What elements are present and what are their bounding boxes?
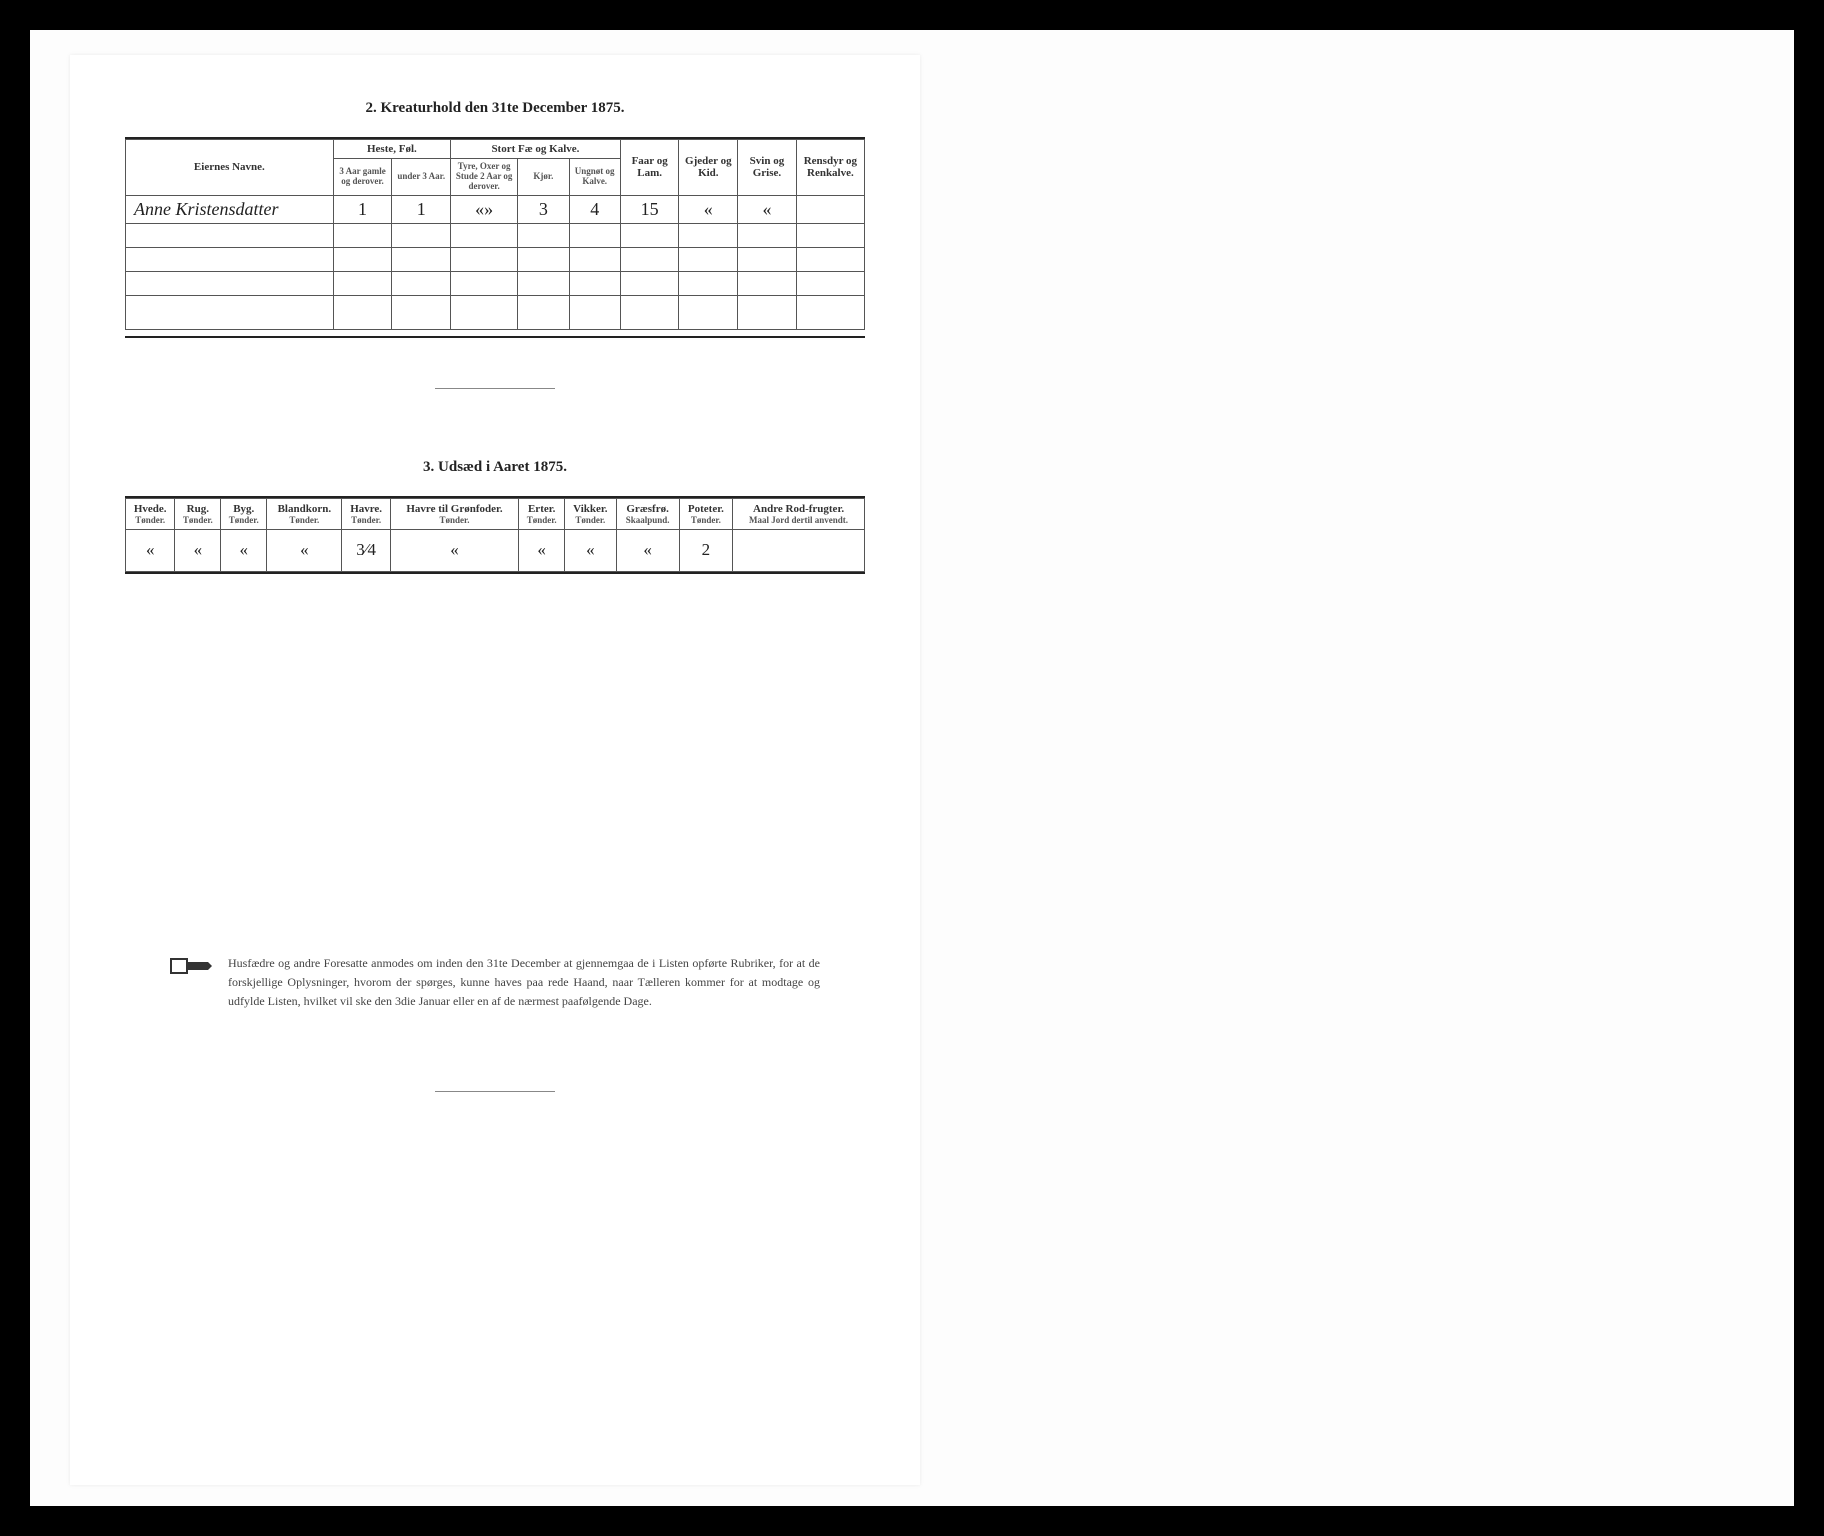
cell: « xyxy=(221,529,267,571)
cell-owner: Anne Kristensdatter xyxy=(126,195,334,223)
cell xyxy=(796,195,864,223)
document-page: 2. Kreaturhold den 31te December 1875. E… xyxy=(70,55,920,1485)
col: Vikker.Tønder. xyxy=(565,498,616,529)
scan-background: 2. Kreaturhold den 31te December 1875. E… xyxy=(30,30,1794,1506)
col-owner: Eiernes Navne. xyxy=(126,140,334,196)
cell: « xyxy=(616,529,679,571)
col: Hvede.Tønder. xyxy=(126,498,175,529)
sub-cattle-b: Kjør. xyxy=(518,159,569,196)
col-goats: Gjeder og Kid. xyxy=(679,140,738,196)
pointing-hand-icon xyxy=(170,956,214,978)
col-reindeer: Rensdyr og Renkalve. xyxy=(796,140,864,196)
cell: « xyxy=(175,529,221,571)
cell: « xyxy=(519,529,565,571)
divider xyxy=(435,388,555,389)
col: Poteter.Tønder. xyxy=(679,498,732,529)
divider xyxy=(435,1091,555,1092)
rule xyxy=(125,336,865,338)
col: Havre til Grønfoder.Tønder. xyxy=(390,498,518,529)
col-cattle: Stort Fæ og Kalve. xyxy=(451,140,621,159)
section-3-title: 3. Udsæd i Aaret 1875. xyxy=(70,459,920,476)
col: Havre.Tønder. xyxy=(342,498,390,529)
col: Rug.Tønder. xyxy=(175,498,221,529)
livestock-table: Eiernes Navne. Heste, Føl. Stort Fæ og K… xyxy=(125,139,865,330)
table-row xyxy=(126,271,865,295)
cell: 15 xyxy=(620,195,679,223)
cell: 4 xyxy=(569,195,620,223)
section-2-title: 2. Kreaturhold den 31te December 1875. xyxy=(70,100,920,117)
cell: «» xyxy=(451,195,518,223)
seeding-table: Hvede.Tønder. Rug.Tønder. Byg.Tønder. Bl… xyxy=(125,498,865,572)
cell: « xyxy=(390,529,518,571)
rule xyxy=(125,572,865,574)
col-horses: Heste, Føl. xyxy=(333,140,450,159)
col: Byg.Tønder. xyxy=(221,498,267,529)
table-row xyxy=(126,247,865,271)
cell: « xyxy=(679,195,738,223)
cell: « xyxy=(738,195,797,223)
sub-cattle-c: Ungnøt og Kalve. xyxy=(569,159,620,196)
cell: « xyxy=(565,529,616,571)
table-row: « « « « 3⁄4 « « « « 2 xyxy=(126,529,865,571)
col: Andre Rod-frugter.Maal Jord dertil anven… xyxy=(733,498,865,529)
sub-horses-a: 3 Aar gamle og derover. xyxy=(333,159,392,196)
cell xyxy=(733,529,865,571)
cell: 3⁄4 xyxy=(342,529,390,571)
col-sheep: Faar og Lam. xyxy=(620,140,679,196)
sub-cattle-a: Tyre, Oxer og Stude 2 Aar og derover. xyxy=(451,159,518,196)
footer-note: Husfædre og andre Foresatte anmodes om i… xyxy=(170,954,820,1012)
table-row xyxy=(126,223,865,247)
cell: « xyxy=(267,529,342,571)
cell: 2 xyxy=(679,529,732,571)
footer-text: Husfædre og andre Foresatte anmodes om i… xyxy=(228,954,820,1012)
table-row: Anne Kristensdatter 1 1 «» 3 4 15 « « xyxy=(126,195,865,223)
cell: 3 xyxy=(518,195,569,223)
cell: 1 xyxy=(392,195,451,223)
table-row xyxy=(126,295,865,329)
col: Græsfrø.Skaalpund. xyxy=(616,498,679,529)
cell: « xyxy=(126,529,175,571)
col-pigs: Svin og Grise. xyxy=(738,140,797,196)
sub-horses-b: under 3 Aar. xyxy=(392,159,451,196)
col: Erter.Tønder. xyxy=(519,498,565,529)
cell: 1 xyxy=(333,195,392,223)
header-row: Hvede.Tønder. Rug.Tønder. Byg.Tønder. Bl… xyxy=(126,498,865,529)
col: Blandkorn.Tønder. xyxy=(267,498,342,529)
